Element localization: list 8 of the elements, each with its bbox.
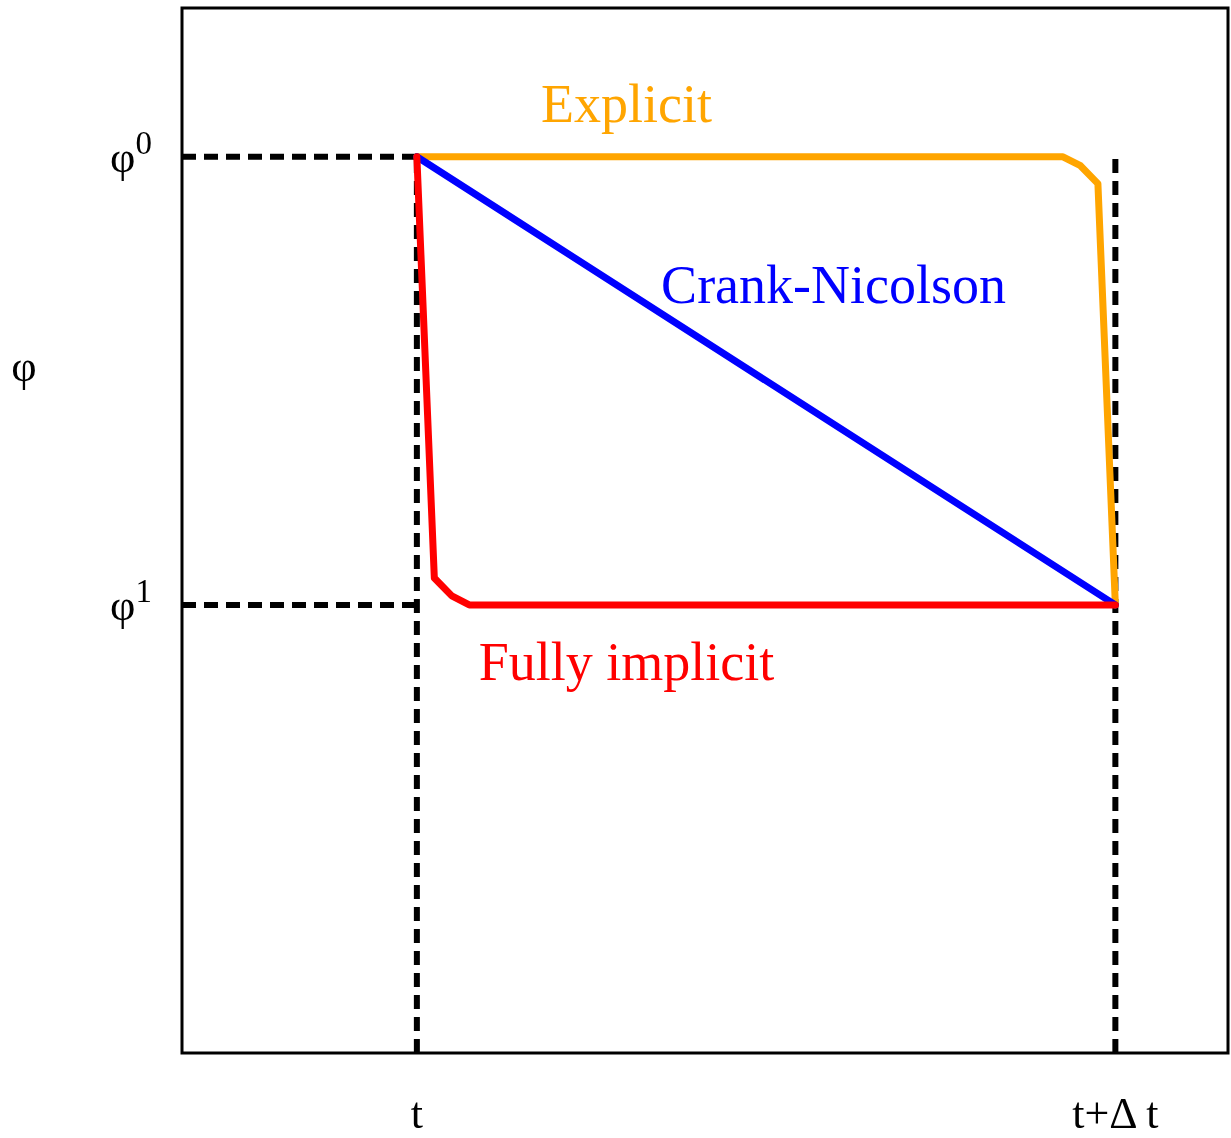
ref-line-label: φ$^{1}$ <box>110 572 152 630</box>
x-tick-label: t+Δ t <box>1072 1089 1159 1138</box>
series-label: Fully implicit <box>478 631 775 692</box>
series-label: Crank-Nicolson <box>661 254 1007 315</box>
series-label: Explicit <box>540 73 712 134</box>
x-tick-label: t <box>410 1089 423 1138</box>
y-axis-title: φ <box>11 341 37 391</box>
ref-line-label: φ$^{0}$ <box>110 124 152 182</box>
